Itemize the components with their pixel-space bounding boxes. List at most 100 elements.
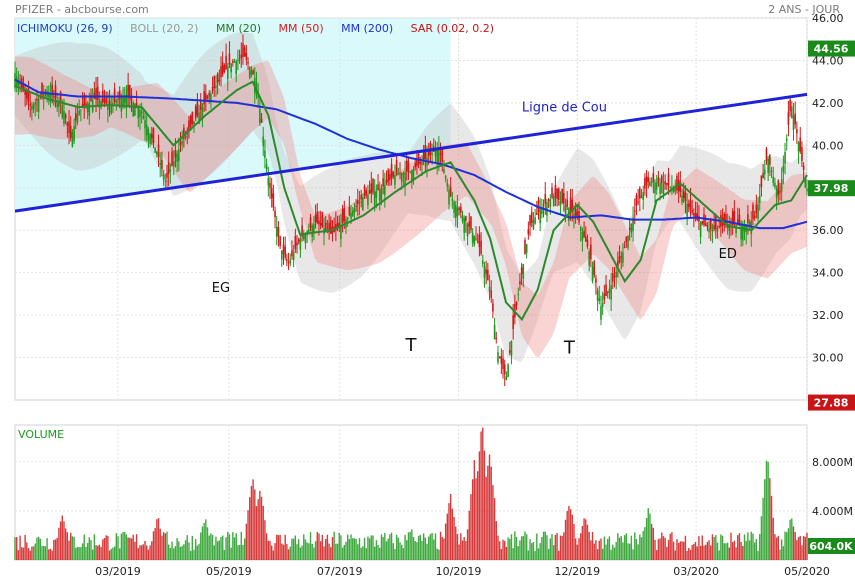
volume-bar [100, 547, 102, 560]
candle-body [667, 173, 670, 186]
volume-bar [230, 547, 232, 560]
volume-bar [753, 542, 756, 560]
candle-body [534, 217, 536, 224]
volume-bar [767, 461, 769, 560]
candle-body [802, 165, 805, 170]
volume-bar [733, 540, 736, 560]
candle-body [88, 102, 91, 116]
volume-bar [36, 537, 38, 560]
volume-bar [708, 540, 710, 560]
candle-body [405, 160, 408, 172]
candle-body [353, 208, 356, 213]
volume-bar [659, 538, 661, 560]
candle-body [525, 244, 528, 253]
candle-body [797, 142, 800, 152]
volume-bar [122, 532, 124, 560]
volume-bar [384, 532, 386, 560]
volume-bar [804, 536, 807, 560]
volume-bar [428, 536, 430, 560]
candle-body [590, 244, 592, 260]
volume-bar [385, 541, 388, 560]
candle-body [569, 197, 572, 211]
candle-body [238, 58, 241, 60]
candle-body [691, 209, 693, 213]
volume-bar [520, 536, 523, 560]
volume-bar [48, 549, 50, 560]
candle-body [490, 290, 493, 298]
volume-bar [331, 537, 334, 560]
volume-bar [105, 535, 107, 560]
volume-bar [181, 545, 183, 560]
candle-body [421, 161, 423, 165]
candle-body [733, 211, 736, 225]
volume-bar [416, 542, 418, 560]
volume-bar [541, 536, 543, 560]
candle-body [588, 251, 590, 266]
volume-bar [546, 535, 548, 560]
candle-body [603, 293, 606, 300]
volume-bar [580, 533, 582, 560]
volume-bar [225, 537, 227, 560]
volume-bar [294, 535, 297, 560]
volume-bar [196, 545, 199, 560]
volume-bar [75, 547, 77, 560]
candle-body [301, 225, 303, 237]
volume-tick-label: 4.000M [812, 505, 853, 518]
volume-bar [507, 537, 509, 560]
candle-body [166, 172, 168, 178]
volume-bar [390, 532, 393, 560]
volume-bar [91, 549, 94, 560]
candle-body [620, 256, 623, 258]
candle-body [434, 150, 437, 157]
candle-body [470, 216, 472, 230]
volume-bar [642, 531, 644, 560]
volume-bar [463, 537, 465, 560]
volume-bar [210, 533, 212, 560]
candle-body [753, 215, 756, 219]
candle-body [465, 216, 467, 221]
volume-bar [326, 534, 329, 560]
volume-bar [318, 533, 320, 560]
volume-bar [549, 538, 552, 560]
volume-bar [791, 518, 793, 560]
volume-bar [159, 528, 161, 560]
volume-bar [779, 549, 781, 560]
candle-body [122, 96, 124, 106]
candle-body [348, 206, 351, 216]
candle-body [554, 185, 557, 198]
volume-bar [581, 525, 584, 560]
volume-bar [635, 539, 638, 560]
candle-body [201, 107, 204, 119]
candle-body [458, 208, 460, 210]
candle-body [250, 70, 253, 75]
volume-bar [304, 539, 307, 560]
volume-bar [539, 543, 541, 560]
candle-body [181, 141, 183, 144]
volume-panel-frame [14, 424, 808, 561]
volume-bar [243, 538, 246, 560]
candle-body [596, 290, 599, 301]
candle-body [275, 226, 278, 237]
candle-body [198, 112, 200, 124]
candle-body [167, 162, 170, 174]
volume-bar [140, 545, 143, 560]
candle-body [184, 135, 187, 138]
candle-body [390, 163, 393, 179]
candle-body [424, 145, 427, 160]
candle-body [176, 153, 178, 163]
volume-bar [449, 494, 452, 560]
candle-body [199, 100, 202, 110]
candle-body [235, 60, 238, 75]
volume-bar [51, 550, 53, 560]
candle-body [493, 324, 496, 340]
candle-body [86, 103, 89, 113]
volume-bar [706, 541, 709, 560]
volume-bar [628, 543, 631, 560]
candle-body [302, 234, 305, 240]
candle-body [552, 196, 555, 207]
candle-body [507, 364, 509, 377]
volume-bar [115, 533, 118, 560]
candle-body [463, 218, 465, 233]
candle-body [549, 199, 552, 207]
volume-bar [352, 538, 354, 560]
